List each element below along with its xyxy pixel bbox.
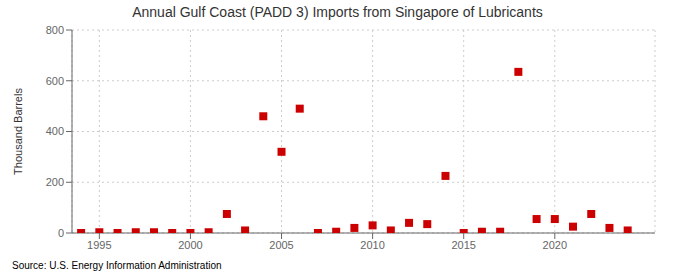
svg-text:200: 200: [46, 176, 64, 188]
svg-text:0: 0: [58, 227, 64, 239]
svg-text:2020: 2020: [543, 239, 567, 251]
svg-text:Thousand Barrels: Thousand Barrels: [12, 88, 24, 175]
svg-text:2015: 2015: [451, 239, 475, 251]
svg-text:2000: 2000: [178, 239, 202, 251]
svg-text:800: 800: [46, 24, 64, 36]
svg-text:1995: 1995: [87, 239, 111, 251]
svg-text:600: 600: [46, 75, 64, 87]
html-text:Source: U.S. Energy Informatio: Source: U.S. Energy Information Administ…: [12, 260, 222, 271]
html-text:Annual Gulf Coast (PADD 3) Imp: Annual Gulf Coast (PADD 3) Imports from …: [132, 4, 543, 20]
svg-text:2005: 2005: [269, 239, 293, 251]
svg-text:2010: 2010: [360, 239, 384, 251]
svg-text:400: 400: [46, 125, 64, 137]
